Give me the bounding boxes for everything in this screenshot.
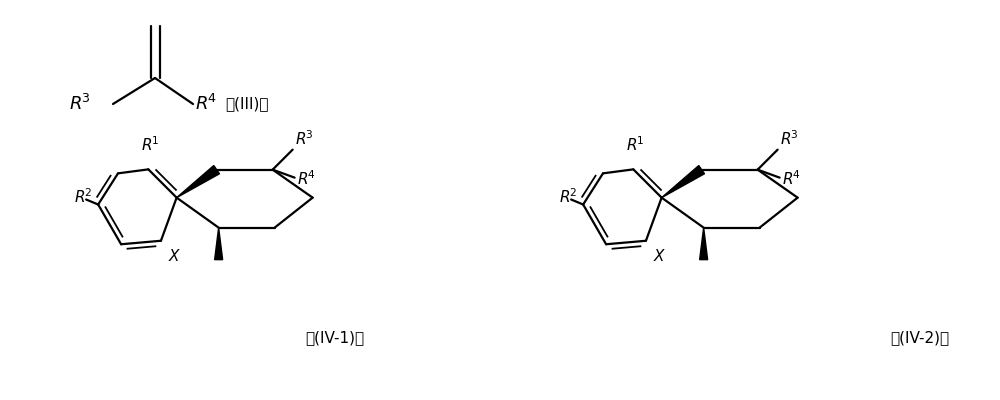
Text: R$^1$: R$^1$ <box>626 136 645 154</box>
Text: 式(IV-1)或: 式(IV-1)或 <box>305 330 365 346</box>
Text: 式(IV-2)；: 式(IV-2)； <box>890 330 950 346</box>
Text: R$^2$: R$^2$ <box>559 187 577 206</box>
Polygon shape <box>662 166 705 198</box>
Text: R$^4$: R$^4$ <box>195 94 217 114</box>
Polygon shape <box>177 166 220 198</box>
Text: R$^3$: R$^3$ <box>295 129 313 148</box>
Text: X: X <box>169 249 179 264</box>
Polygon shape <box>700 228 708 260</box>
Polygon shape <box>215 228 223 260</box>
Text: 式(III)；: 式(III)； <box>225 96 268 112</box>
Text: R$^4$: R$^4$ <box>782 169 800 188</box>
Text: R$^3$: R$^3$ <box>69 94 91 114</box>
Text: R$^4$: R$^4$ <box>297 169 315 188</box>
Text: R$^3$: R$^3$ <box>780 129 798 148</box>
Text: X: X <box>654 249 664 264</box>
Text: R$^2$: R$^2$ <box>74 187 92 206</box>
Text: R$^1$: R$^1$ <box>141 136 160 154</box>
